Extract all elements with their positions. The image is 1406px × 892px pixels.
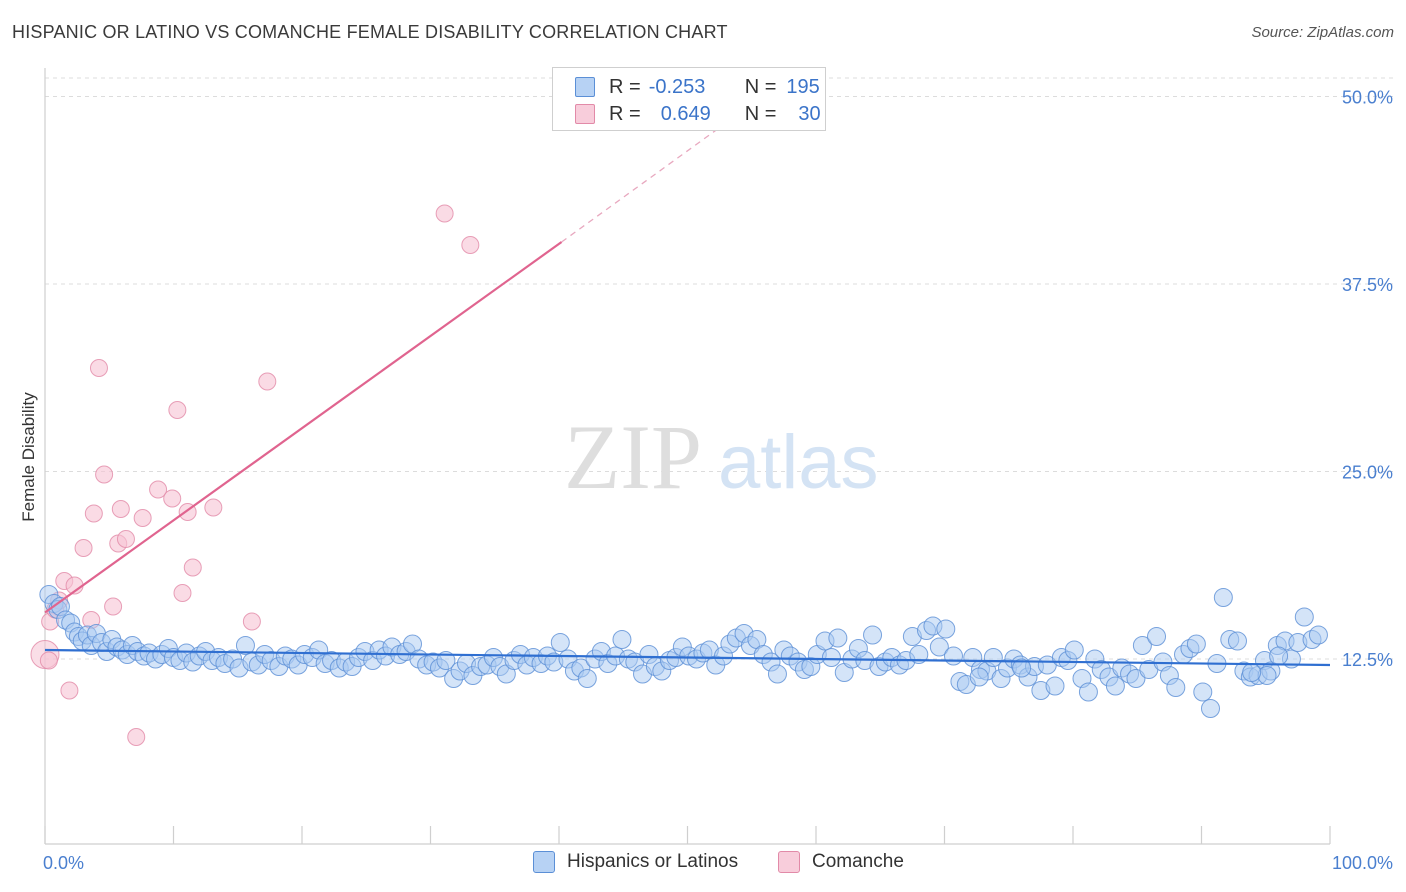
comanche-point: [127, 728, 146, 746]
legend-r-label: R =: [609, 75, 641, 98]
hispanic-point: [577, 669, 597, 688]
hispanic-point: [828, 628, 848, 648]
source-label: Source: ZipAtlas.com: [1251, 24, 1394, 41]
hispanic-point: [436, 651, 456, 670]
hispanic-point: [1308, 625, 1328, 645]
hispanic-point: [1227, 631, 1247, 651]
legend-swatch-blue: [533, 851, 555, 873]
hispanic-points: [39, 585, 1328, 718]
legend-row-hispanic: R = -0.253 N = 195: [575, 74, 820, 100]
correlation-legend: R = -0.253 N = 195 R = 0.649 N = 30: [552, 67, 826, 131]
comanche-points: [30, 204, 480, 746]
hispanic-point: [1078, 682, 1098, 702]
comanche-point: [435, 204, 454, 223]
series-legend: Hispanics or Latinos Comanche: [0, 851, 1406, 877]
y-tick-label: 25.0%: [1342, 463, 1393, 483]
comanche-point: [149, 480, 168, 499]
comanche-point: [84, 504, 103, 523]
comanche-point: [242, 612, 261, 631]
comanche-point: [95, 465, 114, 484]
comanche-point: [204, 498, 223, 517]
legend-n-label: N =: [744, 75, 777, 98]
hispanic-point: [863, 625, 883, 645]
comanche-point: [163, 489, 182, 508]
legend-label-hispanic: Hispanics or Latinos: [567, 851, 739, 872]
hispanic-point: [943, 646, 963, 666]
tick-labels: 12.5% 25.0% 37.5% 50.0% 0.0% 100.0%: [43, 88, 1393, 874]
legend-n-value: 30: [798, 102, 821, 125]
hispanic-point: [1064, 640, 1084, 660]
comanche-point: [173, 584, 192, 602]
legend-item-comanche: Comanche: [778, 851, 904, 873]
comanche-point: [461, 236, 480, 254]
legend-r-value: -0.253: [648, 75, 706, 98]
comanche-point: [183, 558, 202, 577]
hispanic-point: [1045, 676, 1065, 696]
hispanic-trend-line: [44, 648, 1331, 667]
legend-r-value: 0.649: [660, 102, 711, 125]
comanche-point: [104, 597, 123, 616]
hispanic-point: [1132, 636, 1152, 655]
hispanic-point: [1242, 663, 1262, 682]
comanche-point: [133, 509, 152, 527]
comanche-point: [258, 372, 277, 391]
hispanic-point: [1257, 666, 1277, 685]
hispanic-point: [1012, 658, 1032, 678]
comanche-point: [60, 681, 79, 700]
x-tick-label-max: 100.0%: [1332, 853, 1393, 873]
comanche-trend-extension: [561, 94, 765, 243]
legend-n-label: N =: [744, 102, 777, 125]
hispanic-point: [1147, 627, 1167, 646]
hispanic-point: [767, 664, 787, 684]
hispanic-point: [1166, 678, 1186, 697]
legend-r-label: R =: [609, 102, 641, 125]
hispanic-point: [1193, 682, 1213, 702]
hispanic-point: [821, 648, 841, 667]
legend-swatch-pink: [575, 104, 595, 124]
x-tick-label-min: 0.0%: [43, 853, 84, 873]
watermark: ZIP atlas: [564, 406, 879, 508]
comanche-point: [89, 359, 108, 377]
legend-n-value: 195: [786, 75, 820, 98]
hispanic-point: [1294, 607, 1314, 627]
comanche-point: [168, 401, 187, 419]
y-tick-label: 37.5%: [1342, 275, 1393, 295]
hispanic-point: [612, 630, 632, 649]
hispanic-point: [929, 637, 949, 657]
legend-item-hispanic: Hispanics or Latinos: [533, 851, 738, 873]
watermark-zip: ZIP: [564, 406, 702, 508]
legend-label-comanche: Comanche: [812, 851, 904, 872]
y-tick-label: 50.0%: [1342, 88, 1393, 108]
chart-title: HISPANIC OR LATINO VS COMANCHE FEMALE DI…: [12, 22, 728, 42]
hispanic-point: [1200, 699, 1220, 718]
watermark-atlas: atlas: [718, 420, 879, 505]
axes: [44, 68, 1331, 845]
comanche-trend-line: [44, 241, 563, 614]
hispanic-point: [1213, 588, 1233, 607]
legend-swatch-pink: [778, 851, 800, 873]
gridlines: [45, 77, 1395, 660]
y-tick-label: 12.5%: [1342, 650, 1393, 670]
y-axis-label: Female Disability: [19, 392, 38, 522]
hispanic-point: [550, 633, 570, 652]
hispanic-point: [969, 667, 989, 687]
hispanic-point: [909, 645, 929, 664]
trend-lines: [44, 94, 1331, 667]
comanche-point: [39, 651, 58, 670]
legend-swatch-blue: [575, 77, 595, 97]
legend-row-comanche: R = 0.649 N = 30: [575, 101, 821, 127]
comanche-point: [116, 530, 135, 548]
hispanic-point: [1105, 676, 1125, 696]
hispanic-point: [235, 636, 255, 655]
comanche-point: [74, 539, 93, 557]
hispanic-point: [936, 619, 956, 639]
hispanic-point: [1186, 634, 1206, 654]
comanche-point: [111, 500, 130, 518]
hispanic-point: [1269, 646, 1289, 666]
